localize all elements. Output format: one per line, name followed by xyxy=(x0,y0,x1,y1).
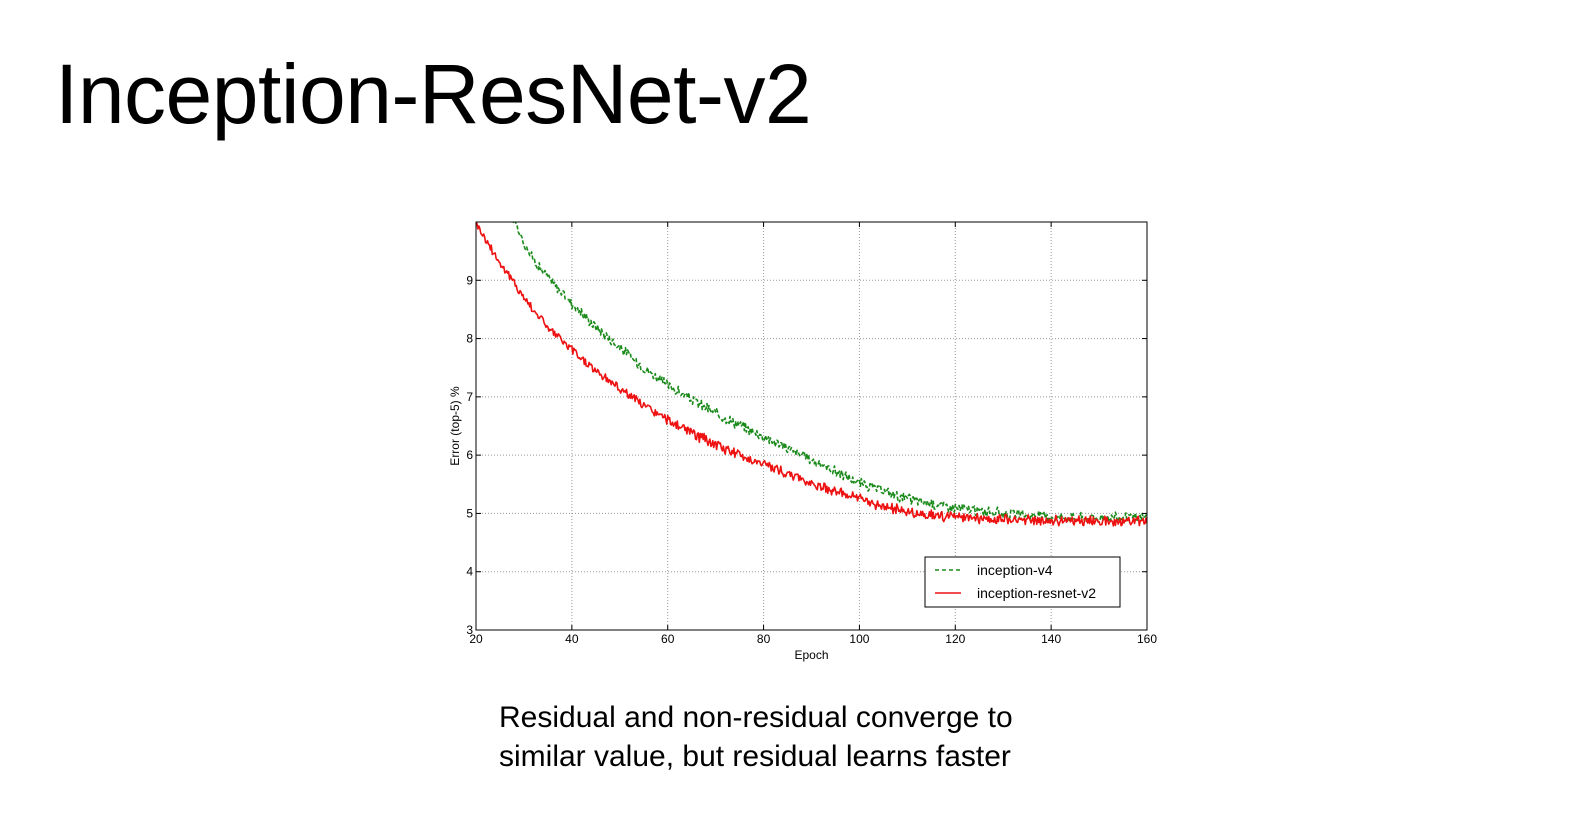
series-line-inception-resnet-v2 xyxy=(476,222,1147,527)
x-axis-label: Epoch xyxy=(794,648,828,662)
y-tick-label: 9 xyxy=(466,273,473,287)
x-tick-label: 100 xyxy=(849,632,869,646)
y-tick-label: 4 xyxy=(466,565,473,579)
legend-label-inception-resnet-v2: inception-resnet-v2 xyxy=(977,585,1096,601)
x-tick-label: 80 xyxy=(757,632,771,646)
x-tick-label: 120 xyxy=(945,632,965,646)
y-tick-label: 3 xyxy=(466,623,473,637)
plot-frame xyxy=(475,221,1148,631)
y-tick-label: 5 xyxy=(466,506,473,520)
legend: inception-v4 inception-resnet-v2 xyxy=(924,556,1121,608)
x-tick-label: 140 xyxy=(1041,632,1061,646)
y-tick-label: 8 xyxy=(466,332,473,346)
y-tick-label: 7 xyxy=(466,390,473,404)
series-line-inception-v4 xyxy=(512,222,1147,524)
x-tick-label: 20 xyxy=(469,632,483,646)
legend-label-inception-v4: inception-v4 xyxy=(977,562,1053,578)
x-tick-label: 40 xyxy=(565,632,579,646)
slide-title: Inception-ResNet-v2 xyxy=(55,47,812,141)
x-tick-label: 60 xyxy=(661,632,675,646)
caption-line-1: Residual and non-residual converge to xyxy=(499,701,1013,734)
y-axis-label: Error (top-5) % xyxy=(448,386,462,466)
x-tick-label: 160 xyxy=(1137,632,1157,646)
legend-box xyxy=(924,556,1121,608)
slide-caption: Residual and non-residual converge to si… xyxy=(499,698,1139,776)
y-tick-label: 6 xyxy=(466,448,473,462)
caption-line-2: similar value, but residual learns faste… xyxy=(499,740,1011,773)
